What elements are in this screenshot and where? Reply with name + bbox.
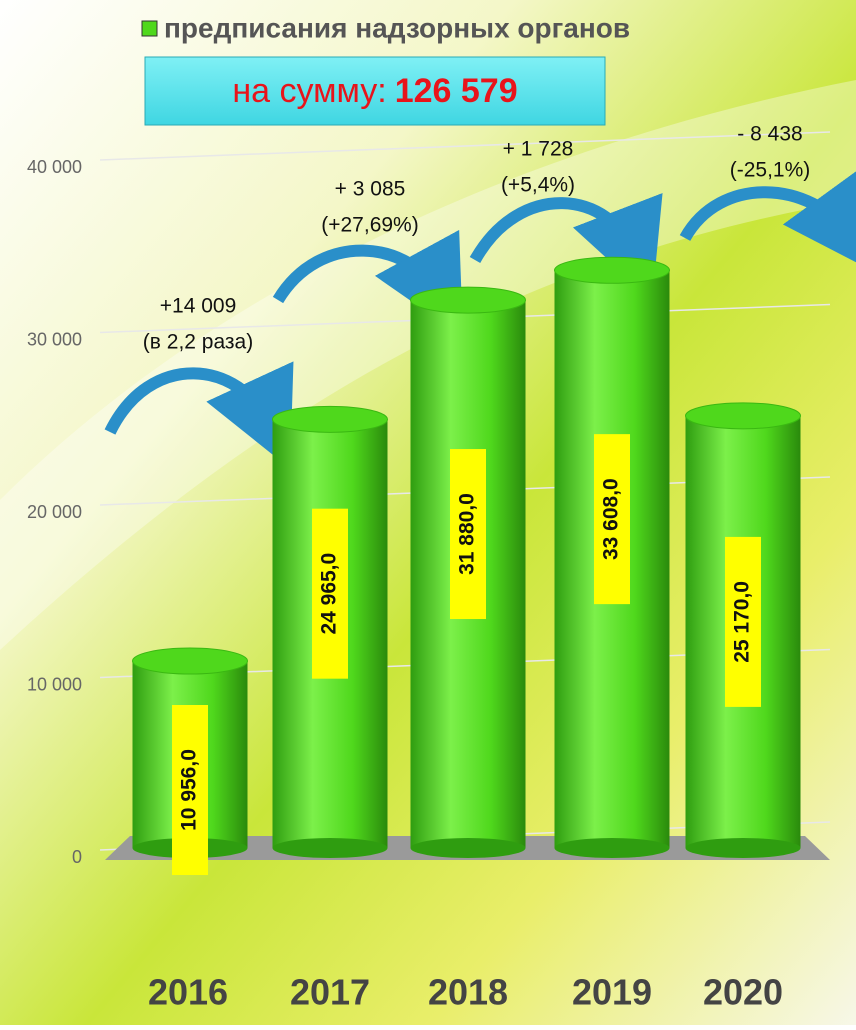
x-tick-label: 2020 xyxy=(703,972,783,1013)
arrow xyxy=(104,361,294,469)
total-box xyxy=(144,56,606,126)
x-tick-label: 2018 xyxy=(428,972,508,1013)
annotation: - 8 438 xyxy=(737,123,802,146)
value-label: 25 170,0 xyxy=(731,581,754,663)
total-value: 126 579 xyxy=(395,72,518,110)
bar-top xyxy=(685,402,801,430)
y-tick-label: 40 000 xyxy=(27,157,82,177)
arrow xyxy=(272,229,464,338)
annotation: (в 2,2 раза) xyxy=(143,331,253,354)
arrow xyxy=(469,192,663,300)
annotation: + 1 728 xyxy=(503,138,574,161)
bar-top xyxy=(554,256,670,284)
annotation: + 3 085 xyxy=(335,178,406,201)
value-label: 24 965,0 xyxy=(318,553,341,635)
bar-top xyxy=(132,647,248,675)
bar-base xyxy=(685,838,801,858)
x-tick-label: 2017 xyxy=(290,972,370,1013)
value-label: 33 608,0 xyxy=(600,478,623,560)
total-label: на сумму: xyxy=(232,72,386,110)
grid-line xyxy=(99,131,831,161)
value-label: 31 880,0 xyxy=(456,493,479,575)
y-tick-label: 0 xyxy=(72,847,82,867)
title-marker xyxy=(141,20,158,37)
total-text: на сумму: 126 579 xyxy=(232,72,517,110)
y-tick-label: 20 000 xyxy=(27,502,82,522)
bar-top xyxy=(272,405,388,433)
bar-base xyxy=(272,838,388,858)
bar-base xyxy=(410,838,526,858)
annotation: (+27,69%) xyxy=(321,214,418,237)
value-label-bg xyxy=(594,434,630,605)
value-label: 10 956,0 xyxy=(178,749,201,831)
bar-top xyxy=(410,286,526,314)
x-tick-label: 2016 xyxy=(148,972,228,1013)
value-label-bg xyxy=(450,449,486,620)
value-label-bg xyxy=(172,705,208,875)
value-label-bg xyxy=(312,508,348,679)
chart-title: предписания надзорных органов xyxy=(164,12,630,43)
value-label-bg xyxy=(725,536,761,707)
y-tick-label: 30 000 xyxy=(27,329,82,349)
x-tick-label: 2019 xyxy=(572,972,652,1013)
y-tick-label: 10 000 xyxy=(27,674,82,694)
annotation: (-25,1%) xyxy=(730,159,811,182)
annotation: +14 009 xyxy=(160,295,237,318)
arrow xyxy=(679,167,856,274)
annotation: (+5,4%) xyxy=(501,174,575,197)
bar-base xyxy=(554,838,670,858)
